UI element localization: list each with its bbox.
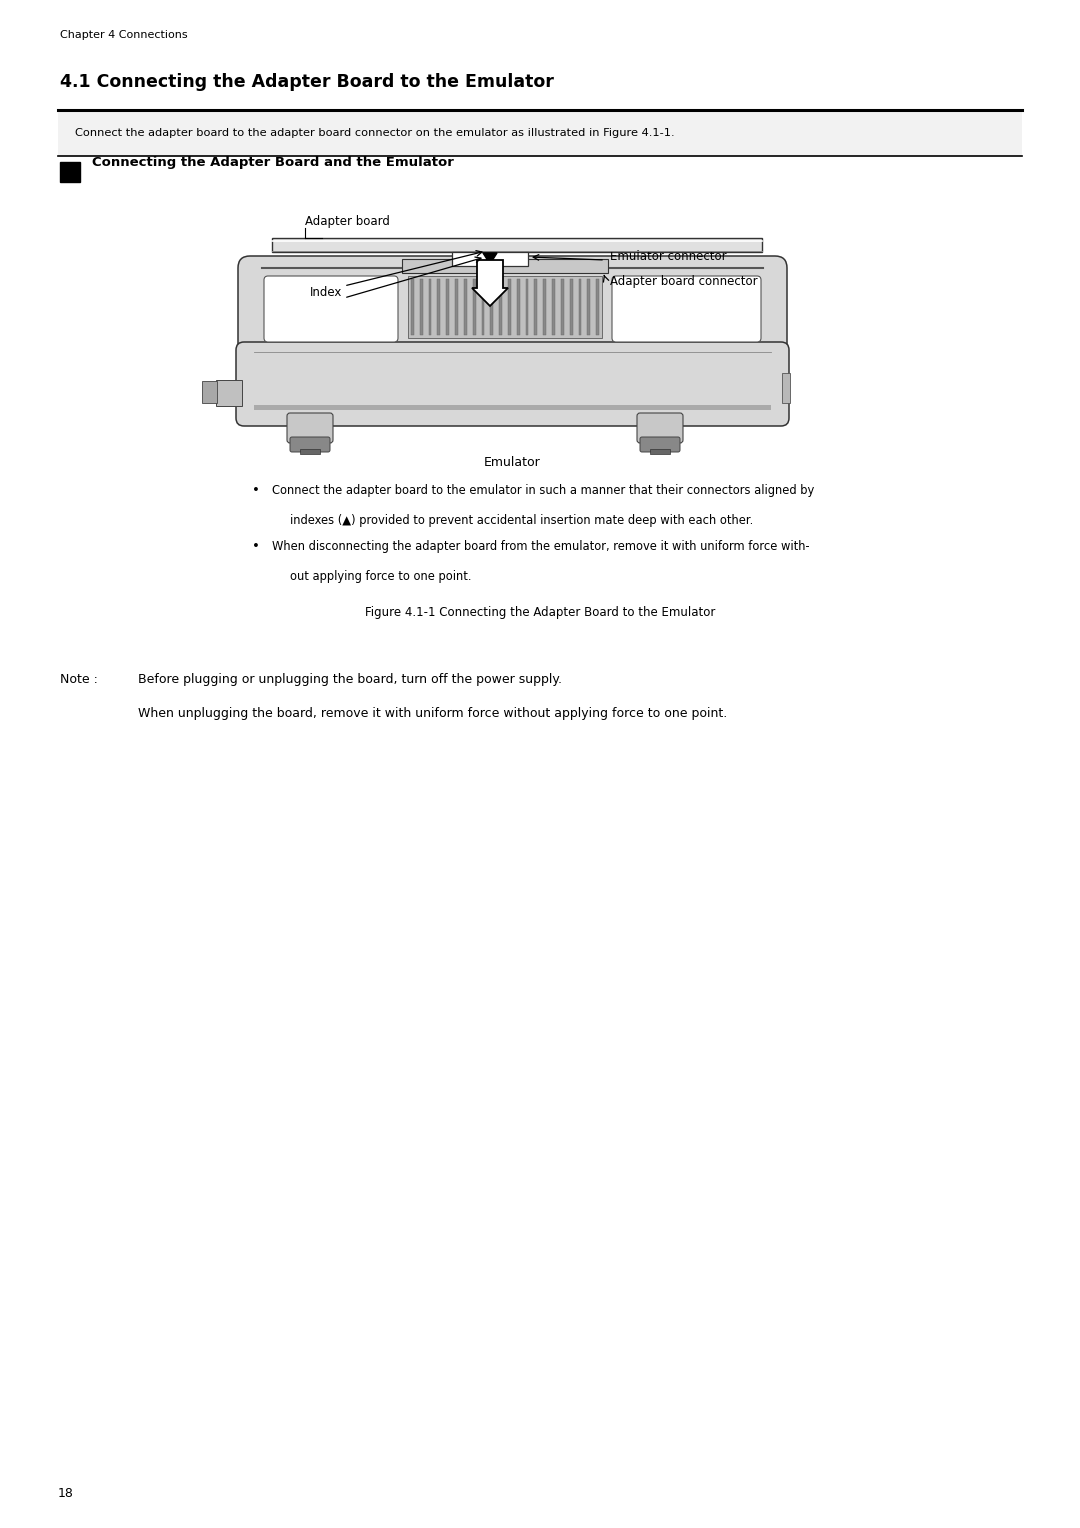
FancyBboxPatch shape [640, 437, 680, 452]
Bar [216, 380, 242, 406]
Bar [408, 277, 602, 338]
FancyBboxPatch shape [612, 277, 761, 342]
Bar [60, 162, 80, 182]
Text: Connect the adapter board to the adapter board connector on the emulator as illu: Connect the adapter board to the adapter… [75, 128, 675, 138]
Bar [58, 112, 1022, 156]
Bar [517, 280, 519, 335]
Polygon shape [482, 257, 496, 267]
Bar [579, 280, 581, 335]
Polygon shape [472, 260, 508, 306]
Text: Before plugging or unplugging the board, turn off the power supply.: Before plugging or unplugging the board,… [138, 672, 562, 686]
Bar [535, 280, 537, 335]
Text: Emulator connector: Emulator connector [610, 249, 727, 263]
Text: •: • [252, 484, 260, 497]
Bar [570, 280, 572, 335]
Bar [272, 238, 762, 252]
FancyBboxPatch shape [287, 413, 333, 443]
Bar [490, 280, 494, 335]
Polygon shape [483, 254, 497, 264]
Text: Figure 4.1-1 Connecting the Adapter Board to the Emulator: Figure 4.1-1 Connecting the Adapter Boar… [365, 607, 715, 619]
Bar [482, 280, 484, 335]
Bar [596, 280, 599, 335]
Text: Connect the adapter board to the emulator in such a manner that their connectors: Connect the adapter board to the emulato… [272, 484, 814, 497]
Bar [782, 373, 789, 403]
Bar [508, 280, 511, 335]
Bar [202, 380, 217, 403]
Bar [254, 405, 771, 410]
Bar [300, 449, 320, 454]
Text: Chapter 4 Connections: Chapter 4 Connections [60, 31, 188, 40]
Bar [446, 280, 449, 335]
Bar [455, 280, 458, 335]
Text: Note :: Note : [60, 672, 102, 686]
Text: indexes (▲) provided to prevent accidental insertion mate deep with each other.: indexes (▲) provided to prevent accident… [291, 513, 753, 527]
Text: When unplugging the board, remove it with uniform force without applying force t: When unplugging the board, remove it wit… [138, 707, 727, 720]
FancyBboxPatch shape [238, 257, 787, 362]
Text: Adapter board connector: Adapter board connector [610, 275, 758, 289]
FancyBboxPatch shape [264, 277, 399, 342]
Text: •: • [252, 539, 260, 553]
Bar [543, 280, 546, 335]
Bar [429, 280, 431, 335]
Text: Adapter board: Adapter board [305, 215, 390, 228]
Bar [402, 260, 608, 274]
Bar [453, 252, 528, 266]
Bar [650, 449, 670, 454]
Text: out applying force to one point.: out applying force to one point. [291, 570, 472, 584]
Bar [473, 280, 475, 335]
Bar [552, 280, 555, 335]
FancyBboxPatch shape [637, 413, 683, 443]
Bar [526, 280, 528, 335]
FancyBboxPatch shape [237, 342, 789, 426]
Bar [499, 280, 502, 335]
Bar [561, 280, 564, 335]
Text: Emulator: Emulator [484, 455, 540, 469]
Bar [411, 280, 414, 335]
Text: Connecting the Adapter Board and the Emulator: Connecting the Adapter Board and the Emu… [92, 156, 454, 170]
FancyBboxPatch shape [291, 437, 330, 452]
Bar [464, 280, 467, 335]
Text: 18: 18 [58, 1487, 73, 1500]
Bar [588, 280, 590, 335]
Text: When disconnecting the adapter board from the emulator, remove it with uniform f: When disconnecting the adapter board fro… [272, 539, 810, 553]
Bar [420, 280, 422, 335]
Text: Index: Index [310, 286, 342, 298]
Bar [437, 280, 441, 335]
Text: 4.1 Connecting the Adapter Board to the Emulator: 4.1 Connecting the Adapter Board to the … [60, 73, 554, 92]
